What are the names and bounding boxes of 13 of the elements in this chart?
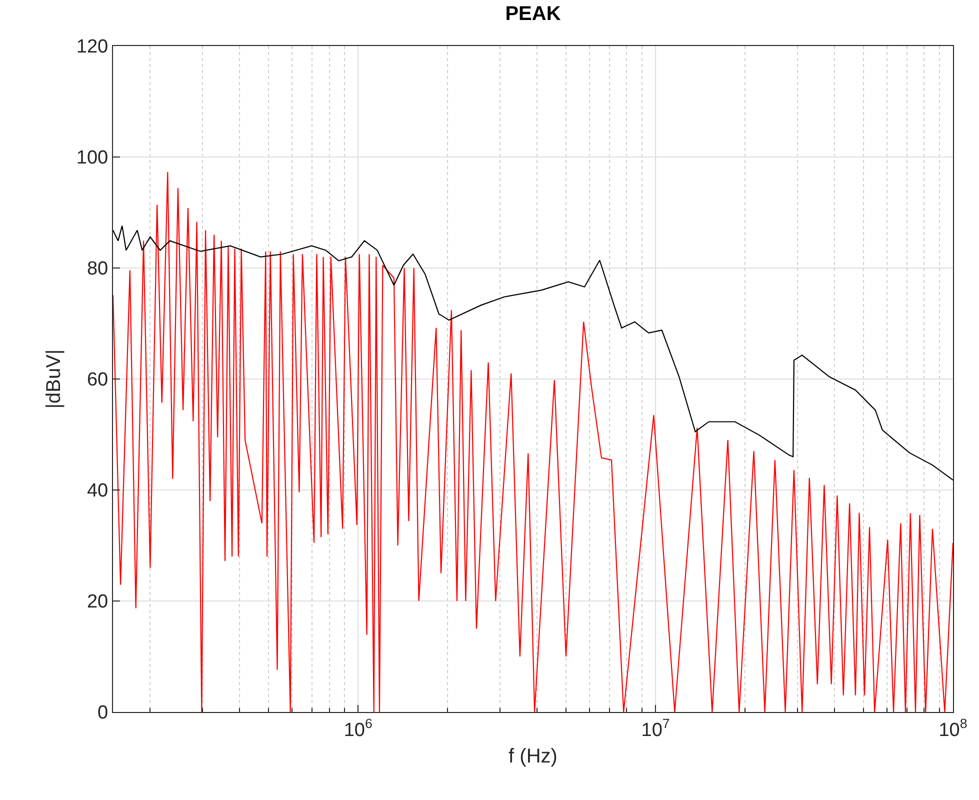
x-tick-label: 10$^{6}$: [344, 716, 372, 741]
y-tick-label: 100: [76, 148, 108, 169]
x-tick-label: 10$^{8}$: [938, 716, 968, 741]
y-tick-label: 120: [76, 36, 108, 58]
y-tick-label: 60: [86, 370, 108, 391]
y-tick-label: 20: [86, 592, 108, 613]
y-tick-label: 40: [86, 480, 108, 502]
y-tick-label: 0: [98, 702, 108, 724]
y-axis-title: |dBuV|: [42, 349, 65, 409]
x-tick-label: 10$^{7}$: [641, 716, 670, 741]
x-axis-title: f (Hz): [508, 745, 558, 768]
chart-title: PEAK: [505, 3, 562, 25]
y-tick-label: 80: [86, 258, 108, 280]
